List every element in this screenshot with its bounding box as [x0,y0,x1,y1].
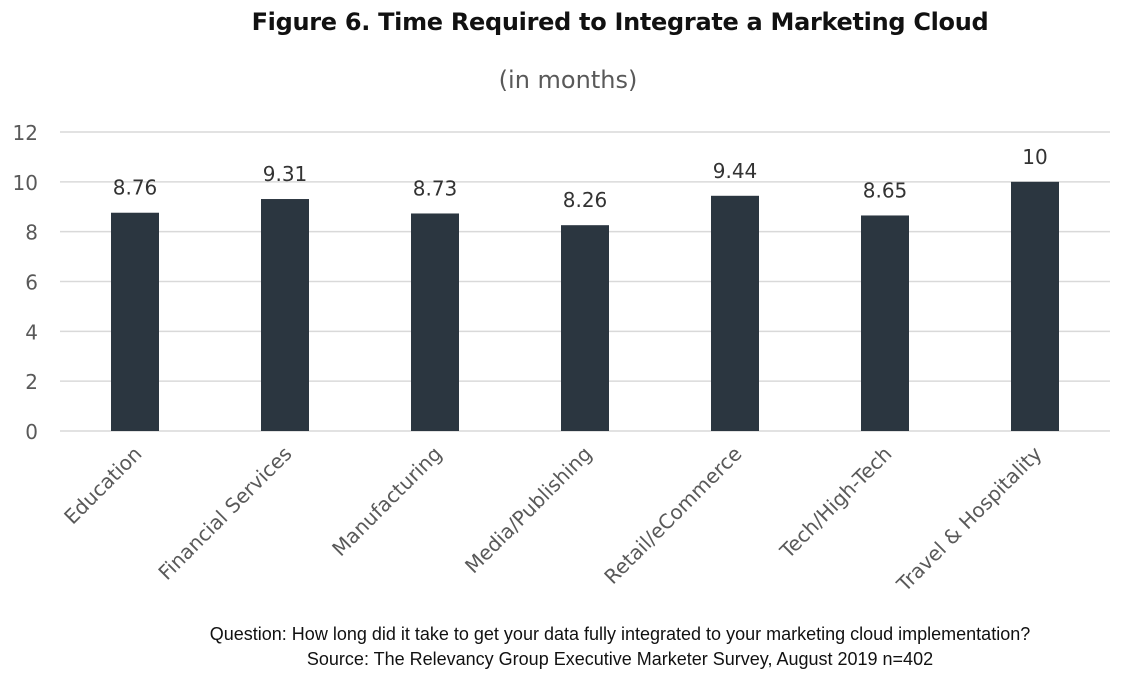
bars [111,181,1059,431]
data-label: 8.65 [863,178,908,202]
y-tick-label: 2 [25,370,38,394]
y-tick-label: 12 [13,121,38,145]
x-category-label: Manufacturing [327,442,446,561]
x-category-label: Travel & Hospitality [891,441,1046,596]
data-label: 8.73 [413,176,458,200]
bar [111,212,159,431]
y-tick-label: 8 [25,221,38,245]
data-label: 8.26 [563,188,608,212]
x-category-label: Retail/eCommerce [599,442,746,589]
bar [411,213,459,431]
bar [261,199,309,431]
y-tick-label: 6 [25,271,38,295]
bar [711,195,759,431]
y-tick-label: 0 [25,420,38,444]
y-tick-label: 4 [25,320,38,344]
chart-subtitle: (in months) [498,66,638,94]
data-label: 9.31 [263,162,308,186]
x-axis-category-labels: Education Financial Services Manufacturing… [59,441,1046,596]
data-label: 8.76 [113,176,158,200]
x-category-label: Education [59,442,146,529]
bar [1011,181,1059,431]
chart-title: Figure 6. Time Required to Integrate a M… [251,8,989,36]
bar [861,215,909,431]
survey-question: Question: How long did it take to get yo… [209,624,1031,644]
x-category-label: Financial Services [154,442,297,585]
bar-chart: 0 2 4 6 8 10 12 8.76 9.31 8.73 8.26 9.44 8.65 10 Edu… [13,121,1110,597]
data-label: 9.44 [713,159,758,183]
survey-source: Source: The Relevancy Group Executive Ma… [306,649,934,669]
y-tick-label: 10 [13,171,38,195]
data-labels: 8.76 9.31 8.73 8.26 9.44 8.65 10 [113,145,1048,212]
data-label: 10 [1022,145,1047,169]
x-category-label: Tech/High-Tech [774,442,896,564]
bar [561,225,609,431]
y-axis-tick-labels: 0 2 4 6 8 10 12 [13,121,38,444]
x-category-label: Media/Publishing [460,442,596,578]
